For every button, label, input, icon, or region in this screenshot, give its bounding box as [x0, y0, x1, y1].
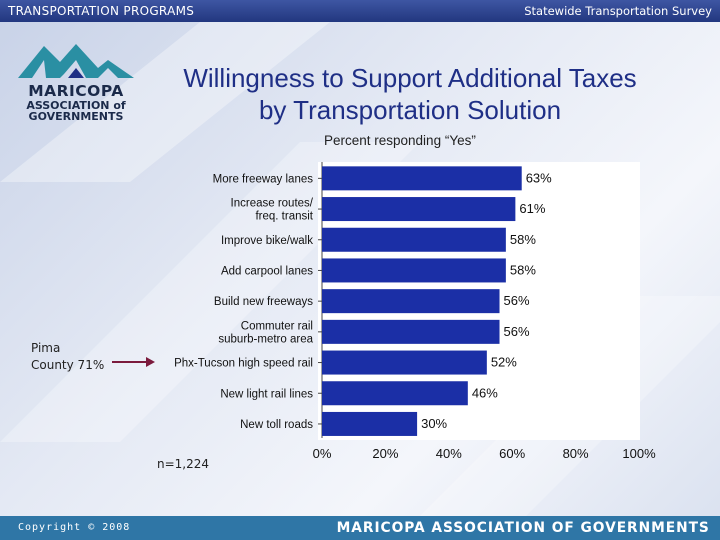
chart-subtitle: Percent responding “Yes”: [324, 133, 476, 148]
category-label-1: More freeway lanes: [213, 173, 314, 185]
category-label-5: Build new freeways: [214, 296, 313, 308]
chart-title: Willingness to Support Additional Taxes …: [150, 62, 670, 126]
value-label-2: 61%: [519, 201, 545, 216]
bar-7: [322, 350, 487, 375]
category-label-2-line-1: Increase routes/: [231, 198, 314, 210]
bottom-banner: Copyright © 2008 MARICOPA ASSOCIATION OF…: [0, 516, 720, 540]
chart-title-line-2: by Transportation Solution: [258, 95, 562, 125]
value-label-8: 46%: [472, 385, 498, 400]
survey-label: Statewide Transportation Survey: [524, 4, 712, 18]
value-label-3: 58%: [510, 232, 536, 247]
bar-1: [322, 166, 522, 191]
logo-line-1: ASSOCIATION of: [26, 99, 126, 112]
x-tick-label-3: 40%: [436, 446, 462, 461]
annotation-line-1: Pima: [31, 341, 60, 355]
x-tick-label-1: 0%: [313, 446, 332, 461]
footer-org-name: MARICOPA ASSOCIATION OF GOVERNMENTS: [336, 520, 710, 536]
chart-title-line-1: Willingness to Support Additional Taxes: [183, 63, 637, 93]
bar-5: [322, 289, 500, 314]
bar-3: [322, 227, 506, 252]
top-banner: TRANSPORTATION PROGRAMS Statewide Transp…: [0, 0, 720, 22]
value-label-7: 52%: [491, 355, 517, 370]
value-label-1: 63%: [526, 170, 552, 185]
x-tick-label-2: 20%: [372, 446, 398, 461]
copyright-text: Copyright © 2008: [18, 522, 131, 533]
value-label-9: 30%: [421, 416, 447, 431]
category-label-9: New toll roads: [240, 419, 313, 431]
category-label-6-line-2: suburb-metro area: [218, 333, 313, 345]
bar-9: [322, 411, 418, 436]
logo-name: MARICOPA: [28, 82, 124, 100]
category-label-6-line-1: Commuter rail: [241, 320, 313, 332]
value-label-4: 58%: [510, 262, 536, 277]
program-label: TRANSPORTATION PROGRAMS: [8, 4, 195, 18]
bar-2: [322, 197, 516, 222]
mag-logo: MARICOPA ASSOCIATION of GOVERNMENTS: [14, 38, 144, 126]
pima-county-annotation: Pima County 71%: [31, 341, 155, 372]
category-label-2-line-2: freq. transit: [255, 211, 313, 223]
value-label-5: 56%: [504, 293, 530, 308]
category-label-3: Improve bike/walk: [221, 235, 313, 247]
x-tick-label-5: 80%: [563, 446, 589, 461]
category-label-7: Phx-Tucson high speed rail: [174, 358, 313, 370]
bar-4: [322, 258, 506, 283]
sample-size-note: n=1,224: [157, 457, 209, 471]
bar-8: [322, 381, 468, 406]
annotation-arrowhead-icon: [146, 357, 155, 367]
bar-6: [322, 319, 500, 344]
x-tick-label-4: 60%: [499, 446, 525, 461]
mountain-logo-icon: [18, 44, 134, 78]
logo-line-2: GOVERNMENTS: [28, 110, 124, 123]
category-label-4: Add carpool lanes: [221, 265, 313, 277]
value-label-6: 56%: [504, 324, 530, 339]
category-label-8: New light rail lines: [220, 388, 313, 400]
annotation-line-2: County 71%: [31, 358, 104, 372]
x-tick-label-6: 100%: [622, 446, 656, 461]
